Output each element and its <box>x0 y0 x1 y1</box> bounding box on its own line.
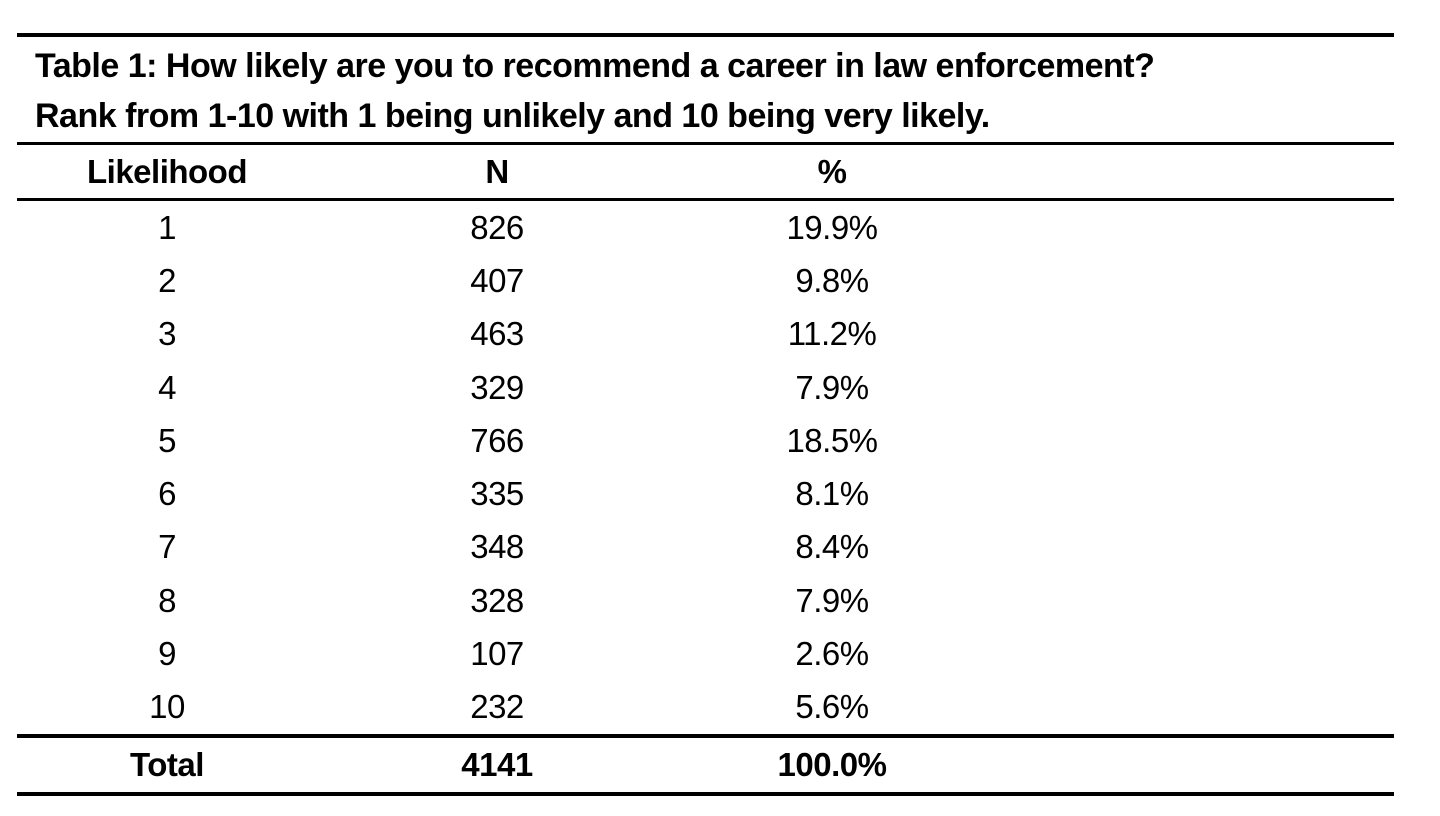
n-value: 407 <box>470 261 524 299</box>
percent-value: 7.9% <box>795 368 869 406</box>
table-caption-line-1: Table 1: How likely are you to recommend… <box>35 47 1155 85</box>
table-caption: Table 1: How likely are you to recommend… <box>17 37 1394 142</box>
percent-value: 11.2% <box>787 315 877 353</box>
table-caption-line-2: Rank from 1-10 with 1 being unlikely and… <box>35 97 990 135</box>
likelihood-value: 6 <box>158 475 176 513</box>
n-value: 329 <box>470 368 524 406</box>
percent-value: 8.1% <box>795 475 869 513</box>
n-value: 463 <box>470 315 524 353</box>
table-bottom-rule <box>17 791 1394 796</box>
likelihood-value: 2 <box>158 261 176 299</box>
table-top-rule <box>17 33 1394 37</box>
column-header-n: N <box>485 152 509 190</box>
table-row: 1 826 19.9% <box>17 201 1394 254</box>
percent-value: 19.9% <box>786 208 878 246</box>
statistics-table: Table 1: How likely are you to recommend… <box>17 33 1394 796</box>
table-row: 5 766 18.5% <box>17 414 1394 467</box>
percent-value: 2.6% <box>795 635 869 673</box>
total-n-value: 4141 <box>461 745 533 783</box>
table-row: 10 232 5.6% <box>17 681 1394 734</box>
header-divider-rule <box>17 198 1394 201</box>
likelihood-value: 7 <box>158 528 176 566</box>
percent-value: 7.9% <box>795 581 869 619</box>
percent-value: 18.5% <box>786 421 878 459</box>
n-value: 328 <box>470 581 524 619</box>
total-percent-value: 100.0% <box>777 745 887 783</box>
total-divider-rule <box>17 733 1394 738</box>
likelihood-value: 9 <box>158 635 176 673</box>
table-row: 2 407 9.8% <box>17 254 1394 307</box>
likelihood-value: 3 <box>158 315 176 353</box>
table-body: 1 826 19.9% 2 407 9.8% 3 463 11.2% 4 329… <box>17 201 1394 734</box>
likelihood-value: 5 <box>158 421 176 459</box>
likelihood-value: 8 <box>158 581 176 619</box>
total-label: Total <box>130 745 204 783</box>
column-header-percent: % <box>817 152 847 190</box>
table-row: 4 329 7.9% <box>17 361 1394 414</box>
percent-value: 9.8% <box>795 261 869 299</box>
n-value: 107 <box>470 635 524 673</box>
table-header-row: Likelihood N % <box>17 145 1394 198</box>
table-row: 7 348 8.4% <box>17 521 1394 574</box>
caption-divider-rule <box>17 142 1394 145</box>
column-header-likelihood: Likelihood <box>87 152 248 190</box>
likelihood-value: 4 <box>158 368 176 406</box>
likelihood-value: 1 <box>158 208 176 246</box>
table-total-row: Total 4141 100.0% <box>17 738 1394 792</box>
likelihood-value: 10 <box>149 688 185 726</box>
table-row: 9 107 2.6% <box>17 627 1394 680</box>
table-row: 6 335 8.1% <box>17 467 1394 520</box>
percent-value: 5.6% <box>795 688 869 726</box>
table-row: 3 463 11.2% <box>17 308 1394 361</box>
n-value: 348 <box>470 528 524 566</box>
n-value: 232 <box>470 688 524 726</box>
table-row: 8 328 7.9% <box>17 574 1394 627</box>
percent-value: 8.4% <box>795 528 869 566</box>
n-value: 826 <box>470 208 524 246</box>
n-value: 335 <box>470 475 524 513</box>
n-value: 766 <box>470 421 524 459</box>
